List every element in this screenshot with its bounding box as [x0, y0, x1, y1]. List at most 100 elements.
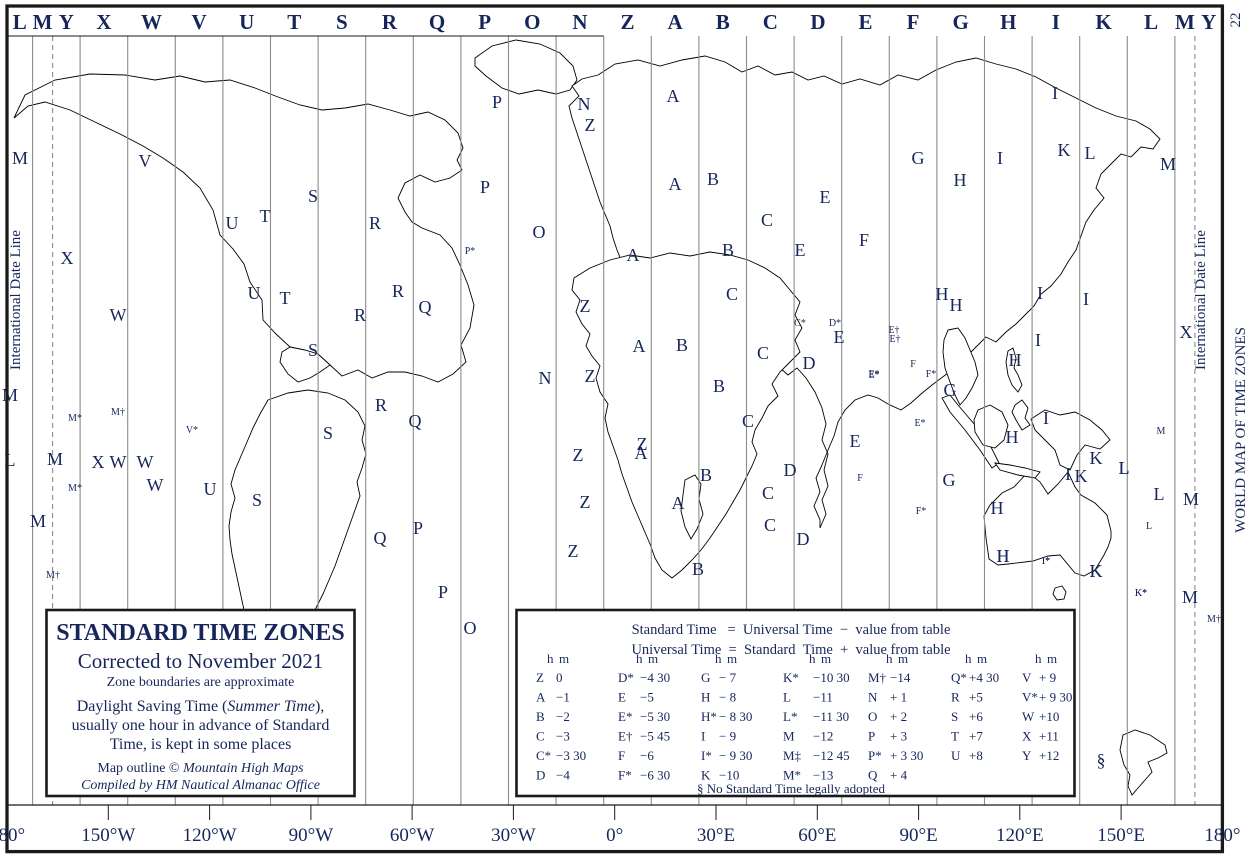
- svg-text:W: W: [110, 305, 127, 325]
- svg-text:M: M: [1183, 489, 1199, 509]
- svg-text:I*: I*: [701, 748, 712, 763]
- svg-text:E: E: [850, 431, 861, 451]
- svg-text:M‡: M‡: [783, 748, 802, 763]
- svg-text:W: W: [141, 10, 162, 34]
- svg-text:+7: +7: [969, 729, 983, 744]
- svg-text:30°W: 30°W: [491, 825, 536, 846]
- svg-text:C: C: [536, 729, 545, 744]
- svg-text:−14: −14: [890, 670, 911, 685]
- svg-text:+6: +6: [969, 709, 983, 724]
- svg-text:B: B: [716, 10, 730, 34]
- svg-text:+ 9 30: + 9 30: [1039, 690, 1072, 705]
- svg-text:F*: F*: [926, 369, 937, 380]
- svg-text:S: S: [336, 10, 348, 34]
- svg-text:S: S: [308, 340, 318, 360]
- svg-text:D: D: [803, 353, 816, 373]
- svg-text:W: W: [147, 475, 164, 495]
- svg-text:K: K: [1095, 10, 1112, 34]
- svg-text:hm: hm: [965, 651, 987, 666]
- svg-text:H: H: [1006, 427, 1019, 447]
- svg-text:180°: 180°: [0, 825, 25, 846]
- svg-text:A: A: [668, 10, 684, 34]
- svg-text:M†: M†: [868, 670, 887, 685]
- svg-text:Z: Z: [580, 296, 591, 316]
- svg-text:X: X: [1180, 322, 1193, 342]
- svg-text:B: B: [536, 709, 545, 724]
- svg-text:M†: M†: [111, 407, 125, 418]
- svg-text:X: X: [1022, 729, 1032, 744]
- svg-text:E: E: [834, 327, 845, 347]
- svg-text:M*: M*: [68, 413, 82, 424]
- svg-text:−5 30: −5 30: [640, 709, 670, 724]
- svg-text:0°: 0°: [606, 825, 623, 846]
- svg-text:P: P: [868, 729, 875, 744]
- svg-text:K: K: [1090, 561, 1103, 581]
- svg-text:B: B: [676, 335, 688, 355]
- svg-text:I: I: [701, 729, 705, 744]
- svg-text:B: B: [700, 465, 712, 485]
- svg-text:Z: Z: [580, 492, 591, 512]
- svg-text:−10 30: −10 30: [813, 670, 850, 685]
- svg-text:M: M: [783, 729, 795, 744]
- svg-text:K: K: [1075, 466, 1088, 486]
- svg-text:M†: M†: [1207, 614, 1221, 625]
- svg-text:D: D: [810, 10, 825, 34]
- svg-text:L: L: [1146, 521, 1152, 532]
- svg-text:O: O: [524, 10, 540, 34]
- svg-text:Q*: Q*: [951, 670, 967, 685]
- svg-text:D: D: [536, 768, 545, 783]
- svg-text:W: W: [137, 452, 154, 472]
- svg-text:L: L: [1119, 458, 1130, 478]
- svg-text:C: C: [757, 343, 769, 363]
- svg-text:hm: hm: [636, 651, 658, 666]
- svg-text:T: T: [951, 729, 959, 744]
- svg-text:−12 45: −12 45: [813, 748, 850, 763]
- svg-text:M: M: [1157, 426, 1166, 437]
- svg-text:K: K: [1058, 140, 1071, 160]
- svg-text:+11: +11: [1039, 729, 1059, 744]
- svg-text:usually one hour in advance of: usually one hour in advance of Standard: [72, 717, 330, 734]
- svg-text:0: 0: [556, 670, 563, 685]
- svg-text:Q: Q: [374, 528, 387, 548]
- svg-text:I: I: [1037, 283, 1043, 303]
- svg-text:A: A: [672, 493, 685, 513]
- svg-text:S: S: [951, 709, 958, 724]
- svg-text:−5: −5: [640, 690, 654, 705]
- svg-text:+12: +12: [1039, 748, 1059, 763]
- svg-text:90°E: 90°E: [899, 825, 937, 846]
- svg-text:Z: Z: [568, 541, 579, 561]
- svg-text:R: R: [375, 395, 387, 415]
- svg-text:−11: −11: [813, 690, 833, 705]
- svg-text:A: A: [633, 336, 646, 356]
- svg-text:M†: M†: [46, 570, 60, 581]
- svg-text:A: A: [635, 443, 648, 463]
- svg-text:E: E: [820, 187, 831, 207]
- svg-text:+8: +8: [969, 748, 983, 763]
- svg-text:W: W: [110, 452, 127, 472]
- svg-text:V: V: [139, 151, 152, 171]
- svg-text:G: G: [912, 148, 925, 168]
- svg-text:T: T: [287, 10, 301, 34]
- svg-text:R: R: [392, 281, 404, 301]
- svg-text:Y: Y: [1022, 748, 1032, 763]
- svg-text:hm: hm: [715, 651, 737, 666]
- svg-text:§: §: [1097, 750, 1106, 770]
- svg-text:U: U: [226, 213, 239, 233]
- svg-text:L: L: [783, 690, 791, 705]
- svg-text:− 7: − 7: [719, 670, 737, 685]
- svg-text:+ 3: + 3: [890, 729, 907, 744]
- svg-text:Z: Z: [620, 10, 634, 34]
- svg-text:90°W: 90°W: [289, 825, 334, 846]
- svg-text:V*: V*: [1022, 690, 1038, 705]
- svg-text:L: L: [1144, 10, 1158, 34]
- svg-text:N: N: [572, 10, 587, 34]
- svg-text:K*: K*: [1135, 588, 1147, 599]
- svg-text:Standard Time = Universal T: Standard Time = Universal Time − value f…: [632, 622, 951, 638]
- svg-text:I: I: [1083, 289, 1089, 309]
- svg-text:WORLD MAP OF TIME ZONES: WORLD MAP OF TIME ZONES: [1233, 327, 1249, 533]
- svg-text:C: C: [742, 411, 754, 431]
- svg-text:−2: −2: [556, 709, 570, 724]
- svg-text:U: U: [951, 748, 961, 763]
- svg-text:S: S: [308, 186, 318, 206]
- svg-text:−6: −6: [640, 748, 654, 763]
